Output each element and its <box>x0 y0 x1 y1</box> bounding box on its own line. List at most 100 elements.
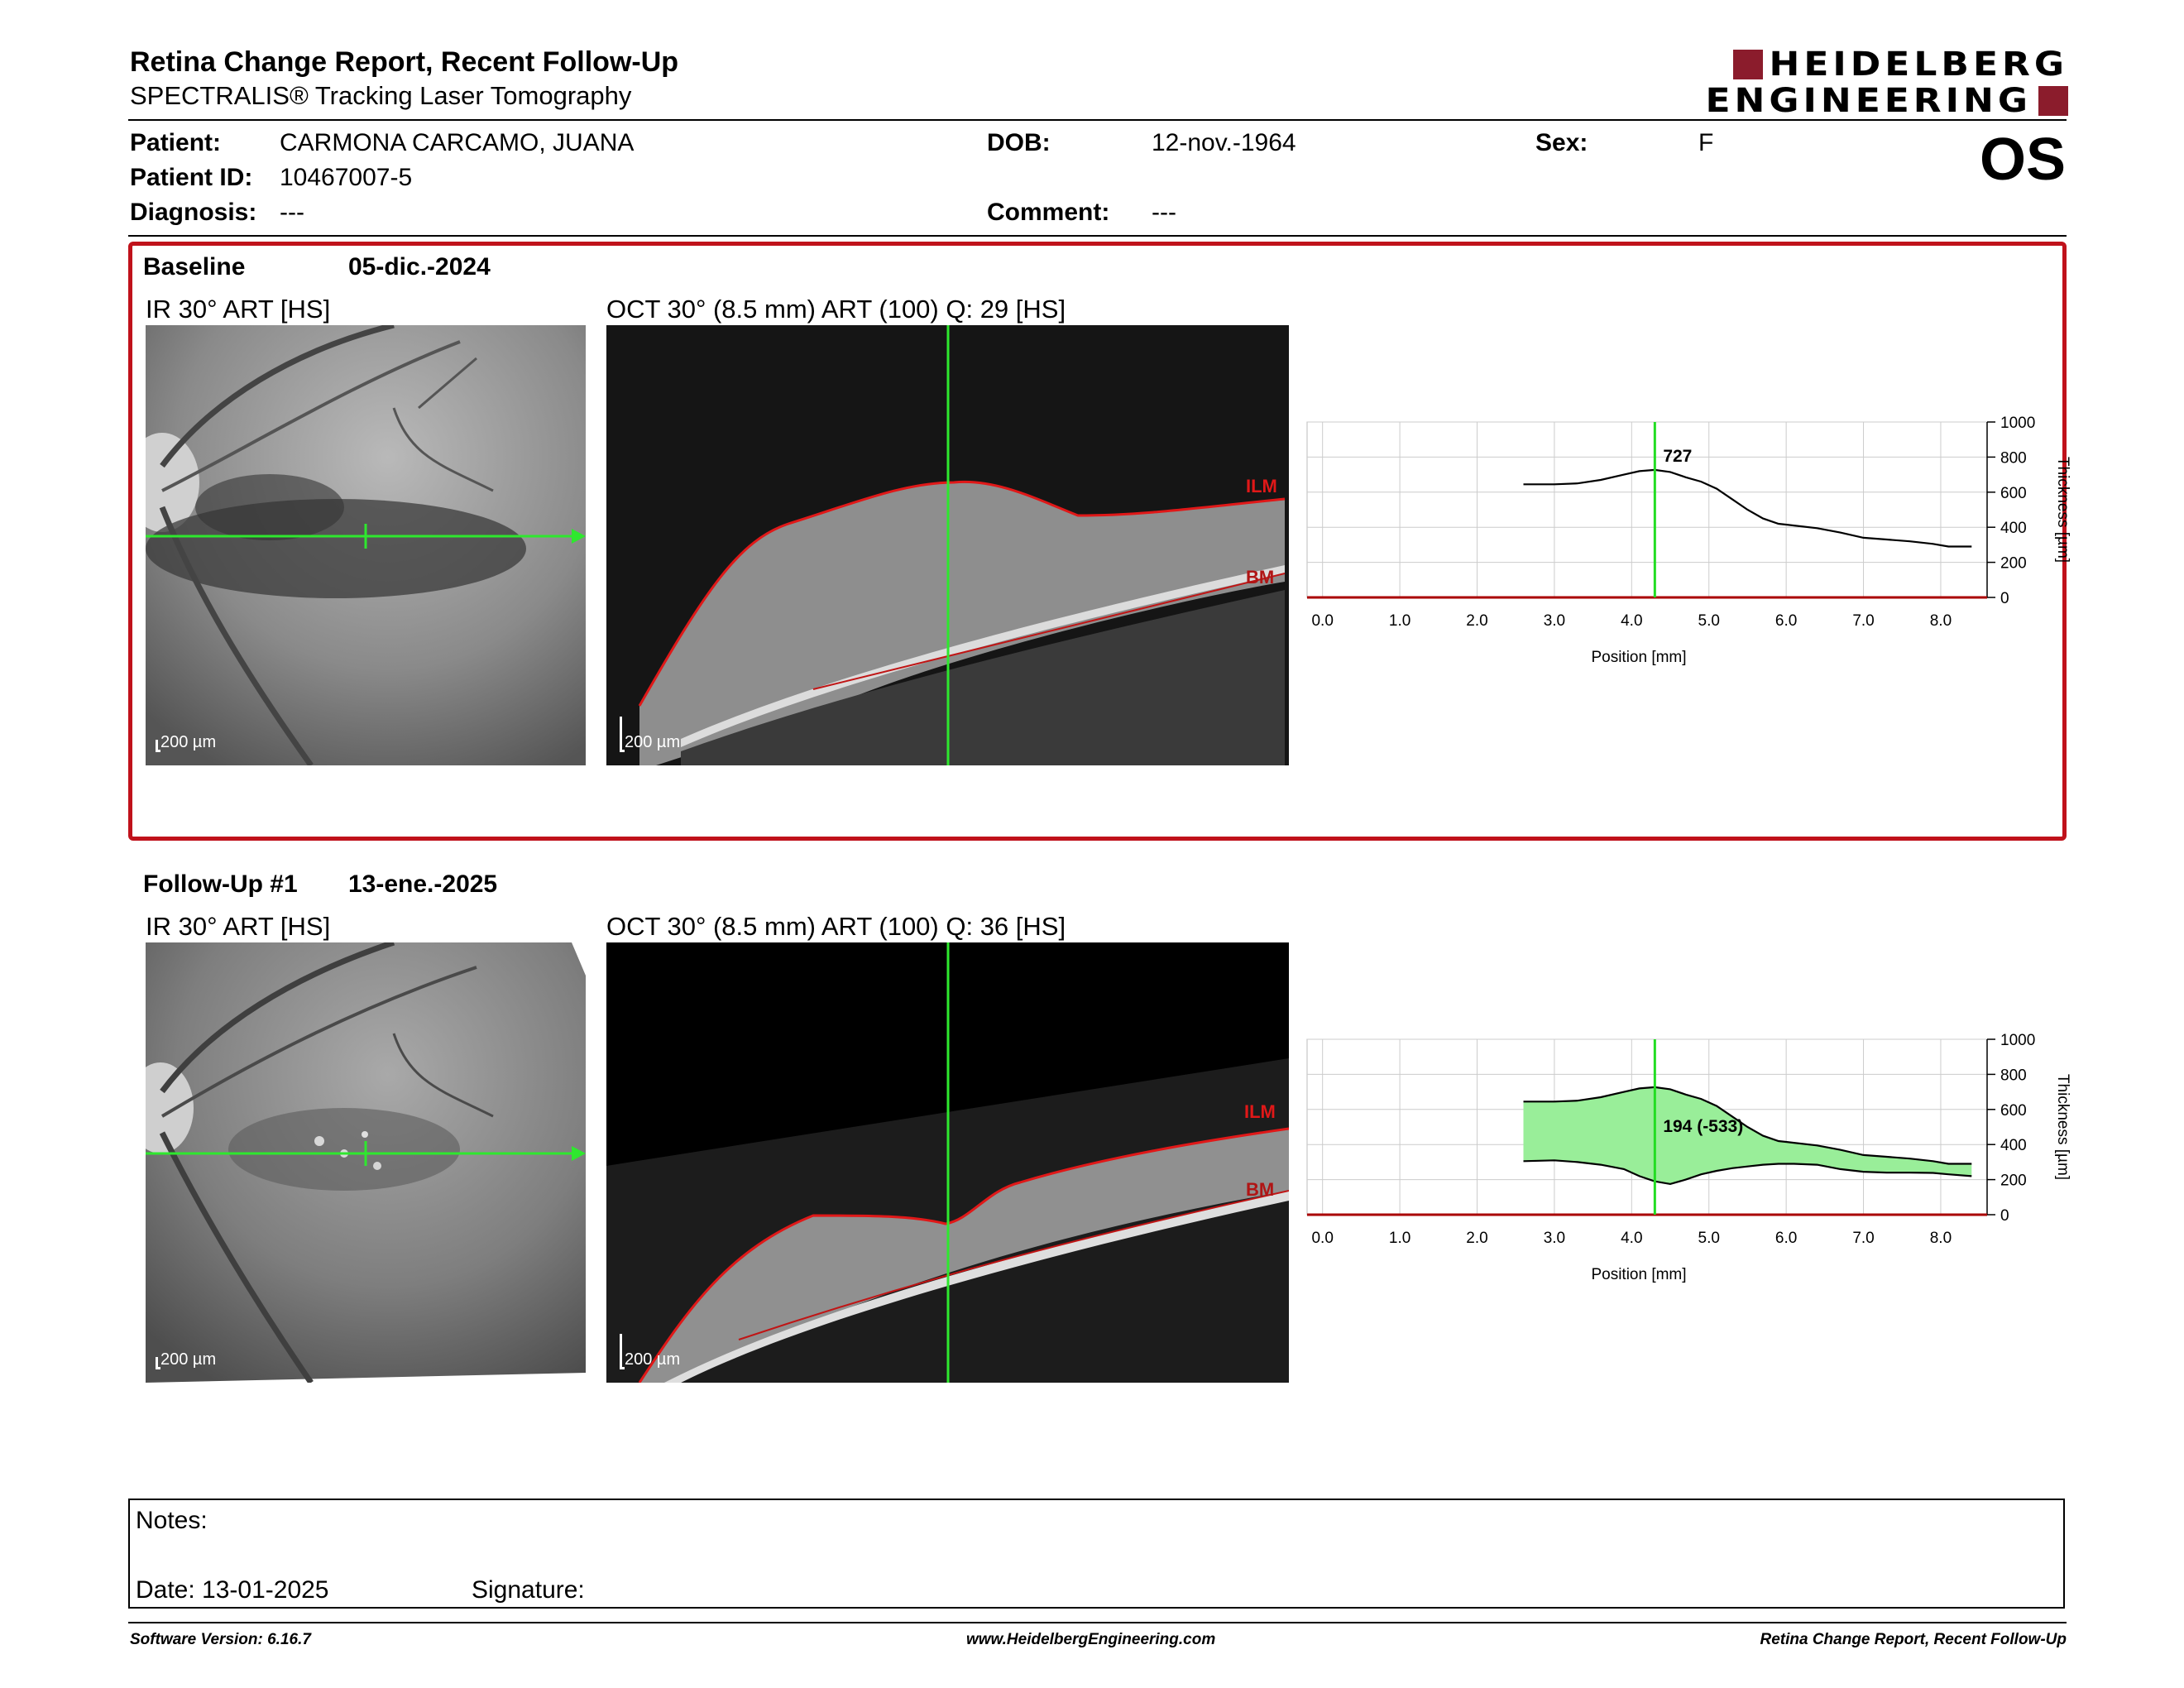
baseline-oct-image: ILM BM 200 µm <box>606 325 1289 765</box>
baseline-oct-bscan <box>606 325 1289 765</box>
x-tick-label: 3.0 <box>1544 1230 1565 1247</box>
patient-id-label: Patient ID: <box>130 164 253 191</box>
y-axis-label: Thickness [µm] <box>2054 1074 2071 1180</box>
baseline-ir-image: 200 µm <box>146 325 586 765</box>
y-tick-label: 800 <box>2000 1067 2027 1084</box>
logo-square-right <box>2038 86 2068 116</box>
followup-ilm-label: ILM <box>1244 1101 1276 1122</box>
baseline-oct-scale: 200 µm <box>620 717 680 752</box>
marker-value-label: 194 (-533) <box>1663 1117 1743 1136</box>
notes-date: Date: 13-01-2025 <box>136 1576 329 1604</box>
x-axis-label: Position [mm] <box>1591 1266 1686 1283</box>
followup-ir-scale-text: 200 µm <box>160 1350 217 1369</box>
x-tick-label: 8.0 <box>1930 1230 1952 1247</box>
logo-text-line1: HEIDELBERG <box>1769 45 2068 84</box>
x-tick-label: 0.0 <box>1311 1230 1333 1247</box>
y-tick-label: 1000 <box>2000 415 2035 432</box>
followup-oct-bscan <box>606 942 1289 1383</box>
patient-divider <box>128 235 2067 237</box>
comment-value: --- <box>1152 199 1176 226</box>
patient-id-value: 10467007-5 <box>280 164 413 191</box>
baseline-oct-caption: OCT 30° (8.5 mm) ART (100) Q: 29 [HS] <box>606 295 1066 324</box>
report-subtitle: SPECTRALIS® Tracking Laser Tomography <box>130 81 632 110</box>
baseline-ir-fundus <box>146 325 586 765</box>
thickness-line-0 <box>1523 1086 1972 1165</box>
x-tick-label: 2.0 <box>1466 612 1487 630</box>
x-tick-label: 0.0 <box>1311 612 1333 630</box>
x-tick-label: 1.0 <box>1389 1230 1410 1247</box>
x-tick-label: 4.0 <box>1621 1230 1642 1247</box>
signature-label: Signature: <box>472 1576 585 1604</box>
followup-bm-label: BM <box>1246 1179 1275 1200</box>
followup-oct-scale-text: 200 µm <box>625 1350 681 1369</box>
baseline-ir-scale: 200 µm <box>156 733 216 752</box>
followup-oct-caption: OCT 30° (8.5 mm) ART (100) Q: 36 [HS] <box>606 912 1066 941</box>
followup-oct-image: ILM BM 200 µm <box>606 942 1289 1383</box>
baseline-bm-label: BM <box>1246 567 1275 587</box>
change-area <box>1523 1086 1972 1184</box>
scale-bar-icon <box>620 717 625 752</box>
marker-value-label: 727 <box>1663 447 1692 466</box>
dob-value: 12-nov.-1964 <box>1152 129 1296 156</box>
x-tick-label: 1.0 <box>1389 612 1410 630</box>
scale-bar-icon <box>156 1357 160 1369</box>
sex-value: F <box>1698 129 1714 156</box>
comment-label: Comment: <box>987 199 1110 226</box>
x-axis-label: Position [mm] <box>1591 649 1686 666</box>
logo-text-line2: ENGINEERING <box>1705 81 2032 120</box>
y-tick-label: 1000 <box>2000 1032 2035 1049</box>
y-axis-label: Thickness [µm] <box>2054 457 2071 563</box>
baseline-section <box>128 242 2067 841</box>
dob-label: DOB: <box>987 129 1051 156</box>
baseline-oct-scale-text: 200 µm <box>625 733 681 751</box>
x-tick-label: 6.0 <box>1775 612 1797 630</box>
y-tick-label: 200 <box>2000 1172 2027 1190</box>
header-divider <box>128 119 2067 121</box>
patient-name: CARMONA CARCAMO, JUANA <box>280 129 635 156</box>
baseline-label: Baseline <box>143 253 246 281</box>
x-tick-label: 2.0 <box>1466 1230 1487 1247</box>
sex-label: Sex: <box>1535 129 1588 156</box>
x-tick-label: 4.0 <box>1621 612 1642 630</box>
thickness-line-0 <box>1523 468 1972 548</box>
followup-ir-fundus <box>146 942 586 1383</box>
followup-oct-scale: 200 µm <box>620 1334 680 1369</box>
x-tick-label: 5.0 <box>1698 1230 1720 1247</box>
baseline-ilm-label: ILM <box>1246 476 1277 496</box>
x-tick-label: 3.0 <box>1544 612 1565 630</box>
x-tick-label: 7.0 <box>1852 1230 1874 1247</box>
y-tick-label: 800 <box>2000 449 2027 467</box>
scale-bar-icon <box>620 1334 625 1369</box>
y-tick-label: 400 <box>2000 520 2027 537</box>
y-tick-label: 0 <box>2000 590 2009 607</box>
y-tick-label: 0 <box>2000 1207 2009 1225</box>
baseline-date: 05-dic.-2024 <box>348 253 491 281</box>
followup-ir-caption: IR 30° ART [HS] <box>146 912 331 941</box>
x-tick-label: 7.0 <box>1852 612 1874 630</box>
notes-box[interactable]: Notes: Date: 13-01-2025 Signature: <box>128 1499 2065 1609</box>
y-tick-label: 200 <box>2000 555 2027 573</box>
report-title: Retina Change Report, Recent Follow-Up <box>130 46 679 78</box>
y-tick-label: 600 <box>2000 485 2027 502</box>
footer-report-name: Retina Change Report, Recent Follow-Up <box>1760 1631 2067 1648</box>
footer-website[interactable]: www.HeidelbergEngineering.com <box>966 1631 1216 1648</box>
followup-label: Follow-Up #1 <box>143 870 298 898</box>
notes-label: Notes: <box>136 1507 208 1534</box>
eye-indicator: OS <box>1979 127 2066 193</box>
x-tick-label: 6.0 <box>1775 1230 1797 1247</box>
diagnosis-label: Diagnosis: <box>130 199 257 226</box>
logo-square-left <box>1732 50 1763 79</box>
followup-date: 13-ene.-2025 <box>348 870 498 898</box>
scale-bar-icon <box>156 740 160 752</box>
diagnosis-value: --- <box>280 199 304 226</box>
baseline-ir-caption: IR 30° ART [HS] <box>146 295 331 324</box>
thickness-line-1 <box>1523 1159 1972 1186</box>
plot-area <box>1306 421 1988 598</box>
x-tick-label: 5.0 <box>1698 612 1720 630</box>
followup-ir-image: 200 µm <box>146 942 586 1383</box>
followup-thickness-chart: 0.0 1.0 2.0 3.0 4.0 5.0 6.0 7.0 8.0 0 200 400 600 800… <box>1306 1032 2071 1283</box>
followup-ir-scale: 200 µm <box>156 1350 216 1369</box>
y-tick-label: 400 <box>2000 1137 2027 1154</box>
x-tick-label: 8.0 <box>1930 612 1952 630</box>
footer-software-version: Software Version: 6.16.7 <box>130 1631 311 1648</box>
